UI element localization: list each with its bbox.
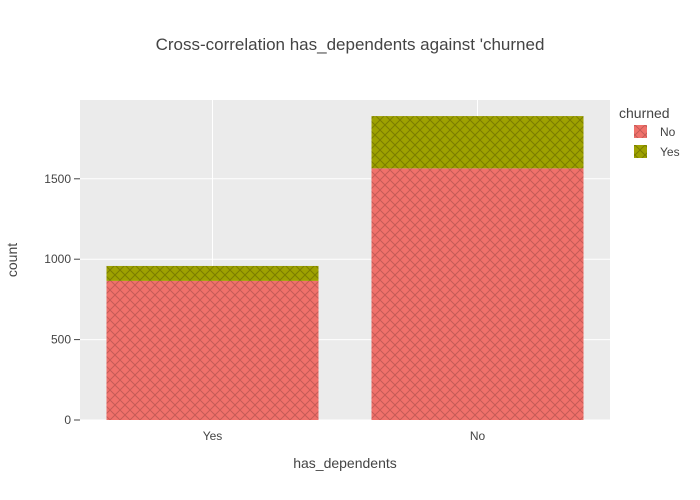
- legend-swatch-no: [634, 125, 647, 138]
- y-tick-label: 0: [64, 413, 71, 427]
- bars: [106, 116, 584, 420]
- y-tick-label: 1500: [44, 172, 71, 186]
- y-tick-label: 1000: [44, 252, 71, 266]
- y-axis-label: count: [4, 243, 20, 277]
- chart-title: Cross-correlation has_dependents against…: [156, 35, 545, 54]
- legend: churned No Yes: [619, 105, 680, 159]
- y-axis: 0 500 1000 1500: [44, 172, 80, 427]
- x-axis-label: has_dependents: [293, 455, 397, 471]
- legend-title: churned: [619, 105, 670, 121]
- legend-label-yes: Yes: [660, 145, 680, 159]
- legend-label-no: No: [660, 125, 676, 139]
- bar-no-yes: [106, 280, 319, 420]
- y-tick-label: 500: [51, 333, 71, 347]
- x-axis: Yes No: [203, 429, 486, 443]
- x-tick-label: No: [470, 429, 486, 443]
- bar-no-no: [371, 168, 584, 420]
- bar-yes-yes: [106, 265, 319, 281]
- x-tick-label: Yes: [203, 429, 223, 443]
- legend-swatch-yes: [634, 145, 647, 158]
- bar-yes-no: [371, 116, 584, 169]
